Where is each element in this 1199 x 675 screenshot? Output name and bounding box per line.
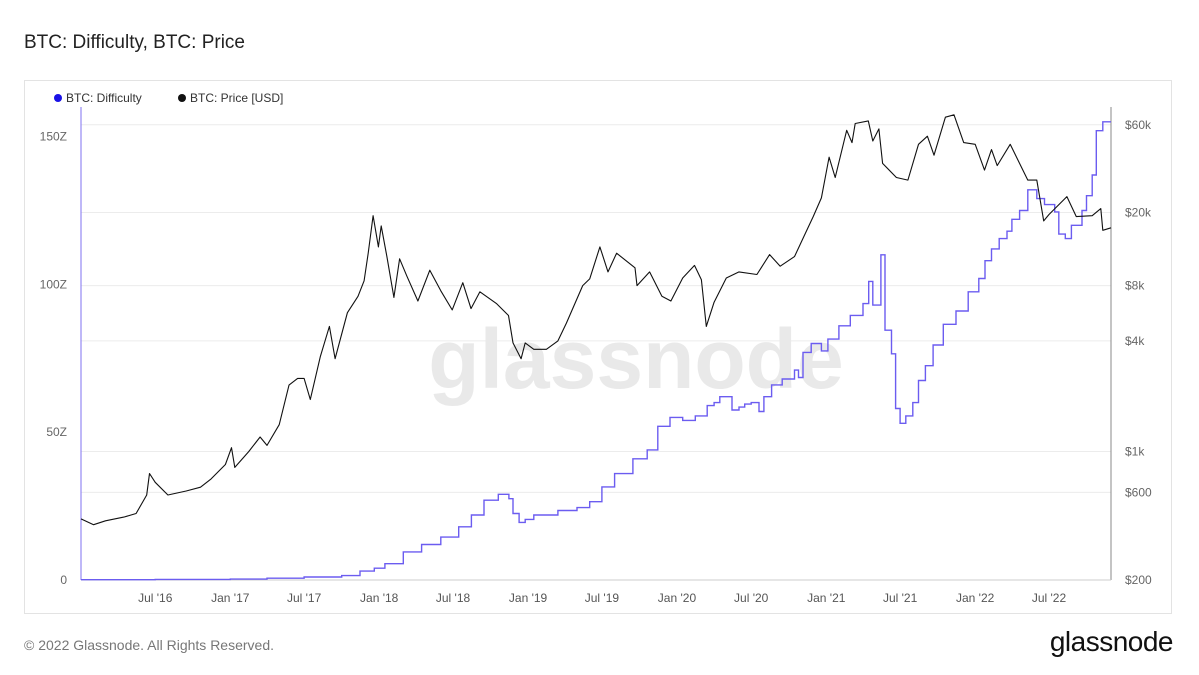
legend-label: BTC: Price [USD] [190, 91, 283, 105]
y-right-tick-label: $60k [1125, 118, 1152, 132]
x-tick-label: Jan '18 [360, 591, 399, 605]
copyright-text: © 2022 Glassnode. All Rights Reserved. [24, 637, 275, 653]
x-tick-label: Jul '16 [138, 591, 173, 605]
y-right-tick-label: $20k [1125, 205, 1152, 219]
y-right-tick-label: $200 [1125, 573, 1152, 587]
series-line-difficulty [81, 121, 1111, 581]
x-tick-label: Jul '22 [1032, 591, 1067, 605]
watermark: glassnode [428, 312, 843, 406]
x-tick-label: Jul '19 [585, 591, 620, 605]
y-right-tick-label: $1k [1125, 445, 1145, 459]
series-line-price [80, 114, 1112, 526]
legend-label: BTC: Difficulty [66, 91, 142, 105]
x-tick-label: Jan '22 [956, 591, 995, 605]
x-tick-label: Jan '20 [658, 591, 697, 605]
page-title: BTC: Difficulty, BTC: Price [24, 32, 245, 53]
y-left-tick-label: 100Z [40, 277, 67, 291]
y-left-tick-label: 50Z [46, 425, 67, 439]
x-tick-label: Jan '19 [509, 591, 548, 605]
chart-frame [24, 80, 1172, 614]
x-tick-label: Jan '21 [807, 591, 846, 605]
y-right-tick-label: $600 [1125, 485, 1152, 499]
x-tick-label: Jul '20 [734, 591, 769, 605]
y-right-tick-label: $4k [1125, 334, 1145, 348]
x-tick-label: Jan '17 [211, 591, 250, 605]
y-left-tick-label: 0 [60, 573, 67, 587]
x-tick-label: Jul '18 [436, 591, 471, 605]
legend-marker [54, 94, 62, 102]
x-tick-label: Jul '17 [287, 591, 322, 605]
y-right-tick-label: $8k [1125, 279, 1145, 293]
x-tick-label: Jul '21 [883, 591, 918, 605]
legend-marker [178, 94, 186, 102]
brand-logo: glassnode [1049, 626, 1174, 657]
y-left-tick-label: 150Z [40, 130, 67, 144]
